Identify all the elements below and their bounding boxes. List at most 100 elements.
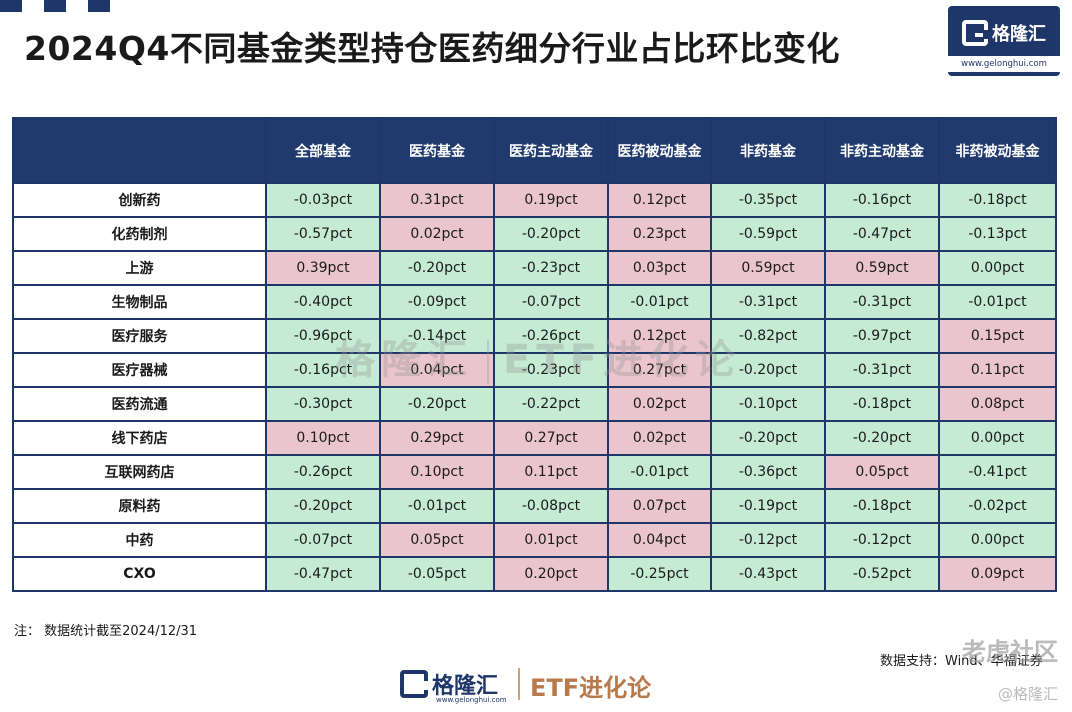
table-row: 化药制剂 -0.57pct 0.02pct -0.20pct 0.23pct -0.59p… [12, 216, 1057, 252]
value-cell: 0.02pct [607, 386, 712, 422]
center-watermark: 格隆汇 ETF进化论 [335, 327, 741, 385]
value-cell: 0.11pct [938, 352, 1057, 388]
table-row: CXO -0.47pct -0.05pct 0.20pct -0.25pct -0.43p… [12, 556, 1057, 592]
table-row: 上游 0.39pct -0.20pct -0.23pct 0.03pct 0.59pct 0… [12, 250, 1057, 286]
footer-logo-name: 格隆汇 [432, 674, 499, 699]
value-cell: -0.25pct [607, 556, 712, 592]
value-cell: 0.39pct [265, 250, 381, 286]
column-header: 非药基金 [710, 117, 826, 184]
column-header: 非药被动基金 [938, 117, 1057, 184]
column-header: 全部基金 [265, 117, 381, 184]
value-cell: 0.07pct [607, 488, 712, 524]
value-cell: 0.19pct [493, 182, 609, 218]
value-cell: -0.52pct [824, 556, 940, 592]
value-cell: -0.20pct [824, 420, 940, 456]
value-cell: -0.18pct [938, 182, 1057, 218]
logo-name: 格隆汇 [992, 24, 1046, 45]
value-cell: -0.97pct [824, 318, 940, 354]
value-cell: 0.12pct [607, 182, 712, 218]
corner-watermark-line1: 老虎社区 [962, 638, 1058, 666]
column-header: 医药基金 [379, 117, 495, 184]
value-cell: -0.18pct [824, 386, 940, 422]
value-cell: 0.09pct [938, 556, 1057, 592]
table-row: 生物制品 -0.40pct -0.09pct -0.07pct -0.01pct -0.3… [12, 284, 1057, 320]
row-label: 医疗器械 [12, 352, 267, 388]
value-cell: -0.30pct [265, 386, 381, 422]
value-cell: -0.10pct [710, 386, 826, 422]
value-cell: -0.20pct [379, 250, 495, 286]
value-cell: -0.57pct [265, 216, 381, 252]
value-cell: 0.02pct [607, 420, 712, 456]
value-cell: -0.01pct [938, 284, 1057, 320]
value-cell: -0.47pct [265, 556, 381, 592]
value-cell: -0.26pct [493, 318, 609, 354]
value-cell: -0.47pct [824, 216, 940, 252]
value-cell: -0.20pct [265, 488, 381, 524]
value-cell: -0.23pct [493, 250, 609, 286]
table-row: 医疗器械 -0.16pct 0.04pct -0.23pct 0.27pct -0.20p… [12, 352, 1057, 388]
value-cell: 0.29pct [379, 420, 495, 456]
footer-divider [518, 668, 520, 700]
value-cell: -0.19pct [710, 488, 826, 524]
value-cell: -0.82pct [710, 318, 826, 354]
value-cell: 0.03pct [607, 250, 712, 286]
value-cell: 0.05pct [379, 522, 495, 558]
value-cell: -0.35pct [710, 182, 826, 218]
value-cell: -0.41pct [938, 454, 1057, 490]
value-cell: -0.22pct [493, 386, 609, 422]
table-row: 中药 -0.07pct 0.05pct 0.01pct 0.04pct -0.12pct -… [12, 522, 1057, 558]
watermark-etf: ETF进化论 [503, 337, 741, 383]
value-cell: -0.03pct [265, 182, 381, 218]
corner-watermark: 老虎社区 @格隆汇 [962, 632, 1058, 704]
g-logo-icon [962, 20, 988, 46]
page-title: 2024Q4不同基金类型持仓医药细分行业占比环比变化 [24, 29, 840, 68]
row-label: 化药制剂 [12, 216, 267, 252]
value-cell: -0.40pct [265, 284, 381, 320]
value-cell: -0.07pct [265, 522, 381, 558]
value-cell: 0.00pct [938, 250, 1057, 286]
table-row: 线下药店 0.10pct 0.29pct 0.27pct 0.02pct -0.20pct… [12, 420, 1057, 456]
value-cell: 0.27pct [607, 352, 712, 388]
row-label: 上游 [12, 250, 267, 286]
value-cell: 0.00pct [938, 420, 1057, 456]
value-cell: -0.16pct [824, 182, 940, 218]
value-cell: -0.12pct [710, 522, 826, 558]
header-corner-cell [12, 117, 267, 184]
value-cell: -0.09pct [379, 284, 495, 320]
value-cell: -0.01pct [379, 488, 495, 524]
table-row: 原料药 -0.20pct -0.01pct -0.08pct 0.07pct -0.19p… [12, 488, 1057, 524]
data-source: 数据支持：Wind、华福证券 [880, 654, 1043, 669]
row-label: 线下药店 [12, 420, 267, 456]
value-cell: 0.27pct [493, 420, 609, 456]
footer-url: www.gelonghui.com [436, 696, 507, 704]
value-cell: -0.59pct [710, 216, 826, 252]
value-cell: -0.16pct [265, 352, 381, 388]
value-cell: 0.05pct [824, 454, 940, 490]
logo-url: www.gelonghui.com [948, 56, 1060, 72]
value-cell: -0.26pct [265, 454, 381, 490]
table-body: 创新药 -0.03pct 0.31pct 0.19pct 0.12pct -0.35pct… [12, 182, 1057, 592]
column-header: 医药主动基金 [493, 117, 609, 184]
value-cell: 0.01pct [493, 522, 609, 558]
value-cell: -0.02pct [938, 488, 1057, 524]
value-cell: 0.04pct [607, 522, 712, 558]
column-header: 医药被动基金 [607, 117, 712, 184]
corner-watermark-line2: @格隆汇 [997, 685, 1058, 703]
top-accent-bar [0, 0, 1072, 12]
value-cell: 0.04pct [379, 352, 495, 388]
row-label: CXO [12, 556, 267, 592]
row-label: 医疗服务 [12, 318, 267, 354]
value-cell: -0.01pct [607, 454, 712, 490]
row-label: 互联网药店 [12, 454, 267, 490]
value-cell: 0.02pct [379, 216, 495, 252]
value-cell: -0.20pct [379, 386, 495, 422]
value-cell: -0.43pct [710, 556, 826, 592]
value-cell: -0.01pct [607, 284, 712, 320]
value-cell: 0.20pct [493, 556, 609, 592]
value-cell: 0.11pct [493, 454, 609, 490]
data-table: 全部基金 医药基金 医药主动基金 医药被动基金 非药基金 非药主动基金 非药被动基金 创新药… [12, 117, 1057, 592]
brand-logo: 格隆汇 www.gelonghui.com [948, 6, 1060, 76]
row-label: 生物制品 [12, 284, 267, 320]
value-cell: 0.10pct [379, 454, 495, 490]
table-row: 医药流通 -0.30pct -0.20pct -0.22pct 0.02pct -0.10… [12, 386, 1057, 422]
